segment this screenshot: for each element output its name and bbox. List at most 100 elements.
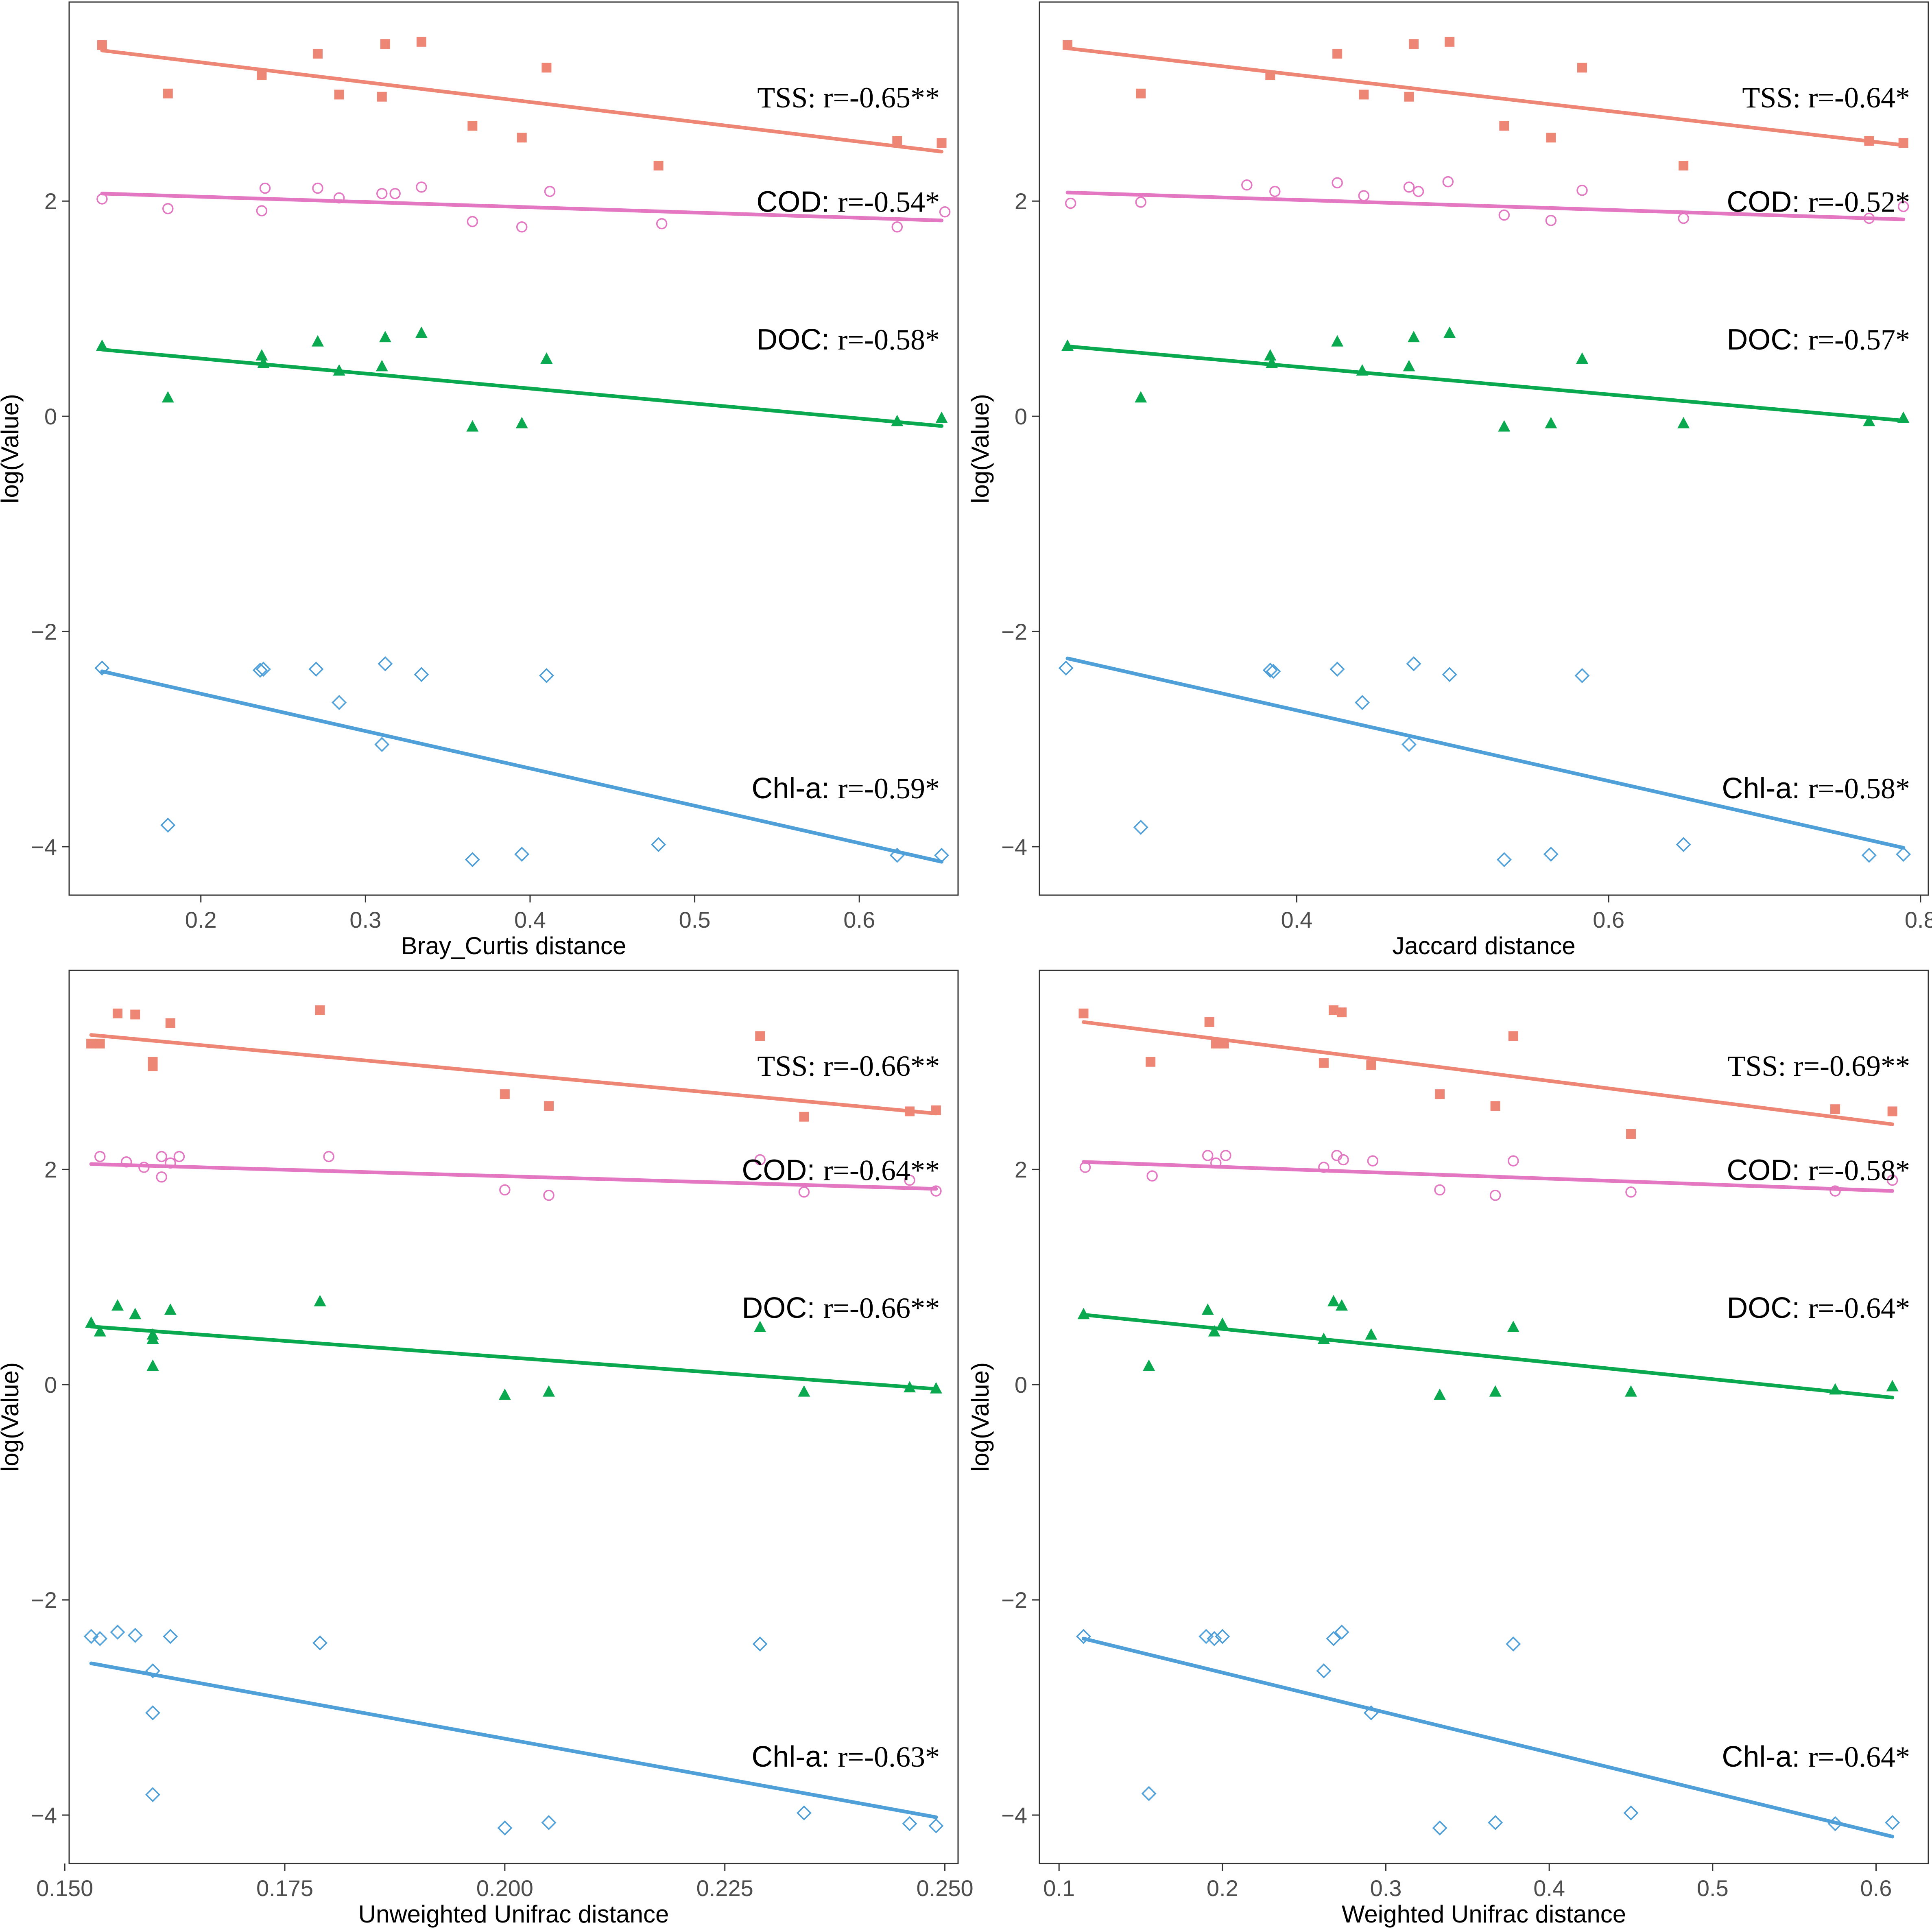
annotation-r-value: r=-0.63* — [838, 1741, 940, 1773]
point-cod — [1220, 1150, 1231, 1161]
point-cod — [930, 1185, 942, 1197]
annotation-chl-a: Chl-a: r=-0.59* — [751, 772, 940, 805]
point-cod — [1886, 1174, 1898, 1186]
y-tick-label: −2 — [1001, 619, 1027, 644]
fit-line-cod — [100, 192, 944, 223]
y-axis-title: log(Value) — [0, 394, 24, 503]
point-cod — [1241, 179, 1253, 191]
point-tss — [1626, 1129, 1636, 1139]
correlation-annotations: TSS: r=-0.65** COD: r=-0.54* DOC: r=-0.58*… — [751, 81, 940, 805]
annotation-doc: DOC: r=-0.57* — [1727, 323, 1910, 356]
point-tss — [1546, 133, 1556, 143]
point-doc — [1434, 1388, 1446, 1400]
point-doc — [255, 349, 268, 361]
point-tss — [377, 92, 387, 102]
x-tick-label: 0.6 — [843, 907, 875, 933]
x-axis-title: Bray_Curtis distance — [401, 932, 627, 959]
point-cod — [1498, 209, 1510, 221]
x-tick-label: 0.2 — [185, 907, 217, 933]
point-tss — [799, 1112, 809, 1122]
point-cod — [1508, 1155, 1519, 1167]
point-doc — [1829, 1383, 1842, 1395]
x-tick-label: 0.200 — [476, 1875, 533, 1901]
point-tss — [86, 1038, 96, 1049]
fit-line-chl-a — [100, 669, 944, 864]
point-cod — [1442, 176, 1454, 188]
plot-marks — [1076, 1005, 1900, 1839]
point-cod — [798, 1186, 810, 1198]
plot-marks — [94, 37, 951, 867]
point-chl-a — [539, 668, 554, 683]
point-chl-a — [1676, 837, 1691, 852]
point-cod — [259, 182, 271, 194]
point-cod — [1434, 1184, 1445, 1196]
y-axis-title: log(Value) — [0, 1362, 24, 1472]
point-chl-a — [902, 1816, 917, 1831]
point-doc — [1886, 1380, 1899, 1392]
point-chl-a — [1623, 1805, 1639, 1821]
point-doc — [94, 1325, 106, 1337]
point-tss — [1328, 1005, 1338, 1015]
annotation-variable: Chl-a: — [1722, 1741, 1808, 1773]
y-tick-label: −4 — [31, 834, 57, 860]
point-chl-a — [1141, 1786, 1157, 1801]
point-doc — [311, 335, 324, 347]
annotation-variable: TSS: — [1727, 1050, 1793, 1082]
point-cod — [1318, 1162, 1329, 1173]
point-cod — [544, 186, 556, 197]
point-chl-a — [332, 695, 347, 710]
point-chl-a — [1432, 1820, 1447, 1836]
point-cod — [120, 1156, 132, 1168]
point-doc — [129, 1308, 142, 1319]
annotation-variable: TSS: — [757, 1050, 823, 1082]
point-tss — [541, 63, 552, 73]
point-chl-a — [414, 667, 429, 682]
annotation-r-value: r=-0.64* — [1808, 81, 1910, 114]
correlation-annotations: TSS: r=-0.64* COD: r=-0.52* DOC: r=-0.57* C… — [1722, 81, 1910, 805]
fit-line-doc — [89, 1324, 938, 1391]
y-tick-label: 2 — [44, 188, 57, 214]
point-tss — [1898, 138, 1908, 148]
point-doc — [1208, 1325, 1220, 1337]
point-cod — [656, 218, 668, 229]
point-tss — [1445, 37, 1455, 47]
point-tss — [1508, 1031, 1518, 1041]
point-chl-a — [1363, 1705, 1379, 1721]
y-tick-label: 0 — [44, 404, 57, 429]
point-chl-a — [94, 660, 110, 676]
point-chl-a — [1316, 1663, 1332, 1679]
annotation-variable: DOC: — [1727, 323, 1808, 356]
fit-line-tss — [89, 1033, 938, 1116]
point-doc — [543, 1385, 555, 1397]
annotation-variable: TSS: — [1742, 81, 1808, 114]
annotation-cod: COD: r=-0.54* — [756, 186, 940, 218]
point-doc — [164, 1303, 177, 1315]
point-doc — [1498, 420, 1511, 432]
point-cod — [467, 216, 478, 227]
x-tick-label: 0.2 — [1207, 1875, 1238, 1901]
y-axis: −4 −2 0 2 — [31, 188, 69, 860]
annotation-variable: DOC: — [742, 1292, 823, 1324]
point-cod — [1135, 197, 1146, 208]
point-tss — [467, 121, 478, 131]
point-chl-a — [1488, 1815, 1503, 1830]
point-cod — [165, 1157, 176, 1169]
point-cod — [1332, 177, 1343, 189]
fit-line-tss — [100, 48, 944, 154]
point-chl-a — [83, 1629, 99, 1644]
point-tss — [931, 1105, 941, 1115]
annotation-tss: TSS: r=-0.64* — [1742, 81, 1910, 114]
point-doc — [333, 364, 345, 376]
point-doc — [1327, 1295, 1340, 1306]
x-axis-title: Jaccard distance — [1392, 932, 1575, 959]
annotation-variable: TSS: — [757, 81, 823, 114]
plot-marks — [1058, 37, 1911, 867]
y-tick-label: −4 — [31, 1802, 57, 1828]
annotation-r-value: r=-0.59* — [838, 772, 940, 805]
point-cod — [1489, 1189, 1501, 1201]
point-doc — [1336, 1299, 1348, 1311]
point-tss — [1136, 88, 1146, 98]
point-chl-a — [1329, 662, 1345, 677]
point-cod — [1210, 1157, 1222, 1169]
annotation-r-value: r=-0.58* — [1808, 772, 1910, 805]
